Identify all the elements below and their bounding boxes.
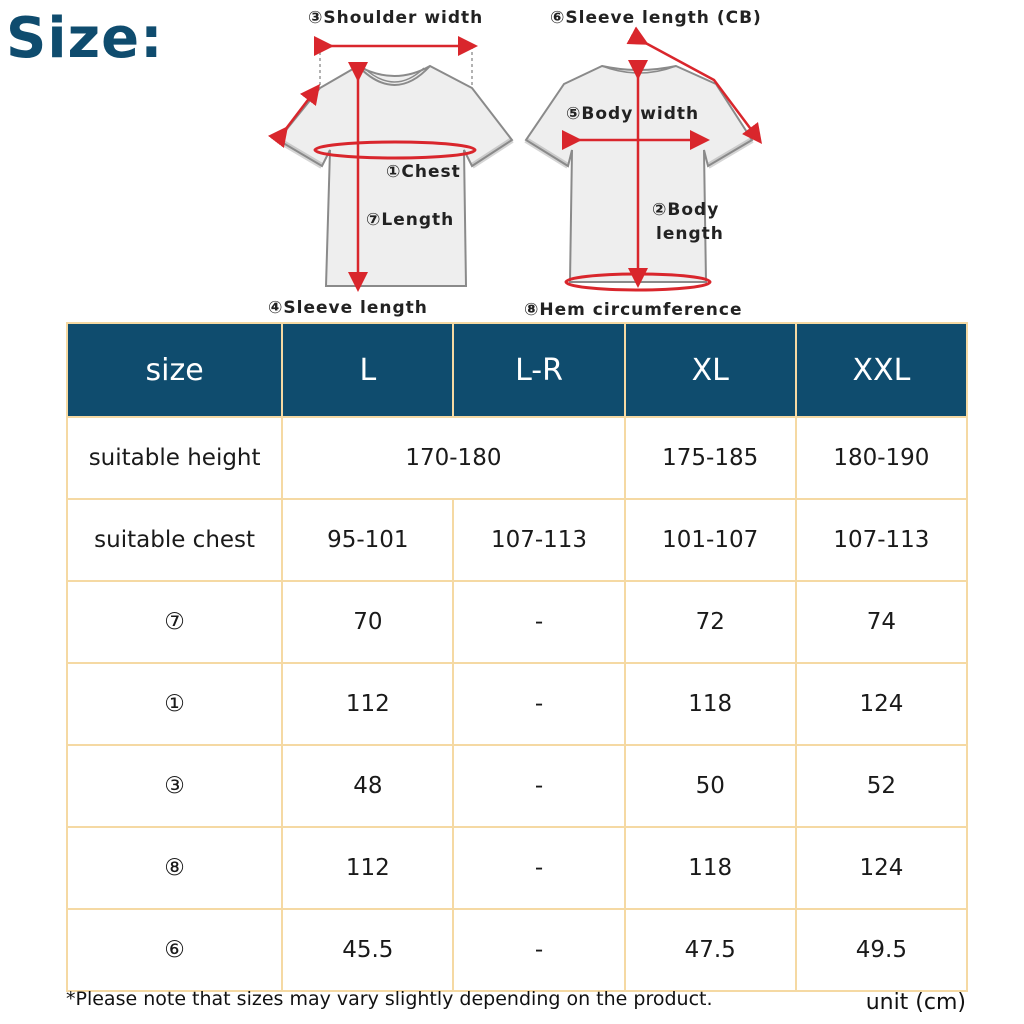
table-cell: 107-113	[794, 498, 969, 582]
header-cell: L-R	[452, 322, 626, 418]
table-cell: 124	[794, 826, 969, 910]
table-cell: -	[452, 744, 626, 828]
table-cell: 48	[281, 744, 455, 828]
page-title: Size:	[6, 6, 164, 71]
row-label: ⑧	[65, 826, 284, 910]
table-cell: 118	[623, 826, 797, 910]
row-label: ①	[65, 662, 284, 746]
tshirt-illustration	[267, 26, 762, 292]
table-cell: 112	[281, 662, 455, 746]
table-row: ① 112 - 118 124	[65, 662, 969, 746]
row-label: ③	[65, 744, 284, 828]
size-table: size L L-R XL XXL suitable height 170-18…	[65, 322, 969, 992]
body-length-label-line1: ②Body	[652, 200, 720, 220]
body-width-label: ⑤Body width	[566, 104, 700, 124]
row-label: ⑦	[65, 580, 284, 664]
table-cell: 170-180	[281, 416, 626, 500]
table-cell: 112	[281, 826, 455, 910]
header-cell: XL	[623, 322, 797, 418]
table-cell: 175-185	[623, 416, 797, 500]
row-label: ⑥	[65, 908, 284, 992]
table-cell: -	[452, 908, 626, 992]
sleeve-length-cb-label: ⑥Sleeve length (CB)	[550, 8, 762, 28]
table-cell: 95-101	[281, 498, 455, 582]
table-row: ⑥ 45.5 - 47.5 49.5	[65, 908, 969, 992]
length-label: ⑦Length	[366, 210, 455, 230]
table-cell: -	[452, 826, 626, 910]
tshirt-diagram: ③Shoulder width ⑥Sleeve length (CB) ⑤Bod…	[260, 0, 780, 322]
table-cell: 70	[281, 580, 455, 664]
table-cell: 101-107	[623, 498, 797, 582]
sleeve-length-label: ④Sleeve length	[268, 298, 428, 318]
header-cell: size	[65, 322, 284, 418]
shoulder-width-label: ③Shoulder width	[308, 8, 484, 28]
table-cell: 107-113	[452, 498, 626, 582]
table-cell: 124	[794, 662, 969, 746]
table-cell: 180-190	[794, 416, 969, 500]
header-cell: L	[281, 322, 455, 418]
front-tshirt-icon	[276, 64, 514, 287]
table-cell: 52	[794, 744, 969, 828]
size-note: *Please note that sizes may vary slightl…	[66, 988, 713, 1010]
table-row: ⑦ 70 - 72 74	[65, 580, 969, 664]
table-row: suitable height 170-180 175-185 180-190	[65, 416, 969, 500]
table-cell: -	[452, 580, 626, 664]
table-cell: -	[452, 662, 626, 746]
unit-label: unit (cm)	[865, 990, 966, 1015]
header-cell: XXL	[794, 322, 969, 418]
body-length-label-line2: length	[656, 224, 724, 244]
table-cell: 72	[623, 580, 797, 664]
chest-label: ①Chest	[386, 162, 461, 182]
table-row: suitable chest 95-101 107-113 101-107 10…	[65, 498, 969, 582]
table-cell: 50	[623, 744, 797, 828]
table-cell: 47.5	[623, 908, 797, 992]
row-label: suitable height	[65, 416, 284, 500]
table-row: ③ 48 - 50 52	[65, 744, 969, 828]
table-row: ⑧ 112 - 118 124	[65, 826, 969, 910]
table-cell: 49.5	[794, 908, 969, 992]
table-cell: 74	[794, 580, 969, 664]
table-cell: 45.5	[281, 908, 455, 992]
table-header-row: size L L-R XL XXL	[65, 322, 969, 418]
hem-circumference-label: ⑧Hem circumference	[524, 300, 743, 320]
table-cell: 118	[623, 662, 797, 746]
row-label: suitable chest	[65, 498, 284, 582]
